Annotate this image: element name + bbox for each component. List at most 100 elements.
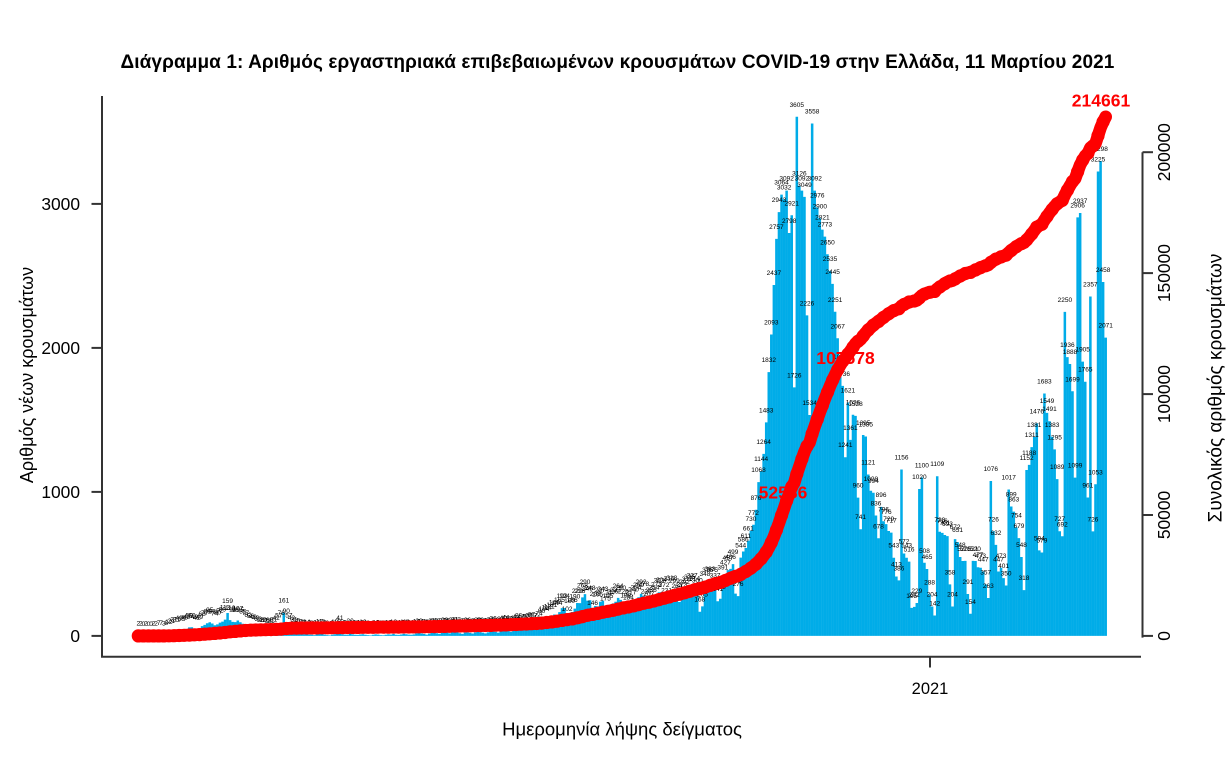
svg-text:796: 796 [878,506,889,513]
svg-text:44: 44 [502,615,510,622]
svg-text:466: 466 [725,554,736,561]
svg-text:1295: 1295 [1047,434,1062,441]
svg-text:2773: 2773 [818,222,833,229]
svg-text:1121: 1121 [861,460,875,467]
svg-text:2226: 2226 [800,300,815,307]
svg-text:3092: 3092 [779,176,794,183]
svg-text:60: 60 [188,612,196,619]
svg-text:1536: 1536 [846,400,861,407]
svg-text:0: 0 [70,626,80,646]
svg-text:1264: 1264 [756,439,771,446]
svg-text:2093: 2093 [764,320,779,327]
svg-text:35: 35 [178,616,186,623]
svg-text:303: 303 [654,577,665,584]
svg-text:273: 273 [651,582,662,589]
svg-text:228: 228 [574,588,585,595]
svg-text:586: 586 [738,537,749,544]
svg-text:241: 241 [712,586,723,593]
svg-text:175: 175 [600,596,611,603]
svg-text:716: 716 [937,518,948,525]
svg-text:543: 543 [888,543,899,550]
svg-text:226: 226 [608,588,619,595]
svg-text:142: 142 [929,601,940,608]
svg-text:457: 457 [722,555,733,562]
svg-text:730: 730 [745,516,756,523]
svg-text:62: 62 [244,612,252,619]
svg-text:572: 572 [899,539,910,546]
svg-text:661: 661 [743,526,754,533]
svg-text:150000: 150000 [1154,244,1174,302]
svg-text:276: 276 [733,581,744,588]
svg-text:318: 318 [666,575,677,582]
svg-text:776: 776 [881,509,892,516]
svg-text:2071: 2071 [1098,323,1113,330]
svg-text:376: 376 [702,567,713,574]
svg-text:543: 543 [901,543,912,550]
svg-text:357: 357 [980,570,991,577]
svg-text:95: 95 [237,607,245,614]
svg-text:1000: 1000 [41,482,80,502]
svg-text:31: 31 [290,617,298,624]
svg-text:520: 520 [970,546,981,553]
svg-text:50000: 50000 [1154,491,1174,539]
svg-text:693: 693 [942,521,953,528]
svg-text:205: 205 [592,591,603,598]
svg-text:263: 263 [983,583,994,590]
svg-text:208: 208 [590,591,601,598]
svg-text:102: 102 [562,606,573,613]
svg-text:2: 2 [144,621,148,628]
svg-text:149: 149 [549,600,560,607]
svg-text:2251: 2251 [828,297,843,304]
svg-text:3558: 3558 [805,109,820,116]
svg-text:Ημερομηνία λήψης δείγματος: Ημερομηνία λήψης δείγματος [502,719,742,740]
svg-text:611: 611 [741,533,752,540]
svg-text:31: 31 [170,617,178,624]
svg-text:96: 96 [232,607,240,614]
svg-text:325: 325 [684,574,695,581]
svg-text:290: 290 [580,579,591,586]
svg-text:727: 727 [1054,516,1065,523]
svg-text:7: 7 [159,620,163,627]
svg-text:314: 314 [689,576,700,583]
svg-text:2250: 2250 [1058,297,1073,304]
svg-text:278: 278 [638,581,649,588]
svg-text:3049: 3049 [797,182,812,189]
svg-text:288: 288 [924,580,935,587]
svg-text:12: 12 [165,619,173,626]
svg-text:2: 2 [136,621,140,628]
svg-text:2067: 2067 [830,323,845,330]
svg-text:2437: 2437 [767,270,782,277]
svg-text:383: 383 [705,566,716,573]
svg-text:1381: 1381 [1027,422,1042,429]
svg-text:348: 348 [699,571,710,578]
svg-text:1528: 1528 [848,401,863,408]
svg-text:899: 899 [1006,492,1017,499]
svg-text:42: 42 [193,615,201,622]
svg-text:245: 245 [582,586,593,593]
svg-text:2900: 2900 [813,203,828,210]
svg-text:86: 86 [209,609,217,616]
svg-text:1726: 1726 [787,372,802,379]
svg-text:2943: 2943 [772,197,787,204]
svg-text:579: 579 [1036,538,1047,545]
svg-text:447: 447 [978,557,989,564]
svg-text:204: 204 [947,592,958,599]
svg-text:248: 248 [585,585,596,592]
svg-text:237: 237 [595,587,606,594]
svg-text:1888: 1888 [1063,349,1078,356]
svg-text:304: 304 [656,577,667,584]
svg-text:1188: 1188 [1022,450,1036,457]
svg-text:548: 548 [1016,542,1027,549]
svg-text:3298: 3298 [1093,146,1108,153]
svg-text:1017: 1017 [1001,475,1016,482]
svg-text:74: 74 [535,610,543,617]
svg-text:473: 473 [975,553,986,560]
svg-text:68: 68 [198,611,206,618]
svg-text:55: 55 [515,613,523,620]
svg-text:3: 3 [162,621,166,628]
svg-text:161: 161 [278,598,289,605]
svg-text:350: 350 [1001,571,1012,578]
svg-text:52: 52 [523,613,531,620]
svg-text:521: 521 [960,546,971,553]
svg-text:358: 358 [945,569,956,576]
